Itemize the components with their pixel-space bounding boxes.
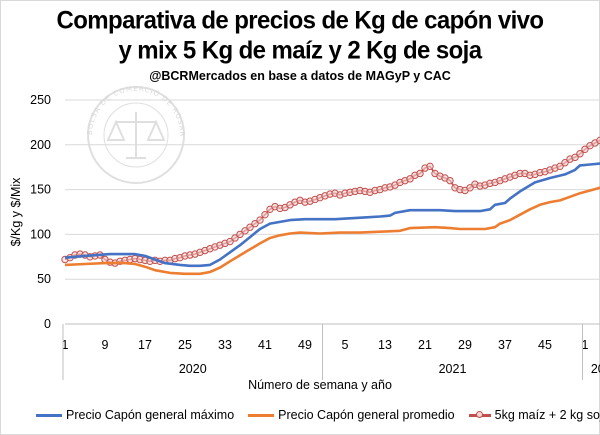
year-label-2021: 2021 [439,362,467,376]
x-tick-label-13: 1 [582,338,589,352]
year-label-2022: 2022 [591,362,600,376]
x-tick-label-7: 5 [342,338,349,352]
x-tick-label-4: 33 [218,338,232,352]
x-tick-label-10: 29 [458,338,472,352]
chart-title-line-2: y mix 5 Kg de maíz y 2 Kg de soja [118,36,482,65]
chart-title-line-1: Comparativa de precios de Kg de capón vi… [56,6,545,35]
series-marker-2-77 [446,176,454,185]
x-tick-label-6: 49 [298,338,312,352]
series-marker-2-33 [226,237,234,246]
x-tick-label-2: 17 [138,338,152,352]
x-tick-label-9: 21 [418,338,432,352]
chart-legend: Precio Capón general máximo Precio Capón… [36,408,600,422]
series-marker-2-103 [576,150,584,158]
x-tick-label-0: 1 [62,338,69,352]
x-tick-label-3: 25 [178,338,192,352]
legend-item-avg: Precio Capón general promedio [248,408,455,422]
series-marker-2-38 [251,219,259,228]
y-tick-label-250: 250 [30,93,51,107]
legend-label-max: Precio Capón general máximo [66,408,235,422]
x-axis-label: Número de semana y año [248,378,392,392]
series-marker-2-34 [231,234,239,242]
y-axis-ticks: 0 50 100 150 200 250 [30,93,51,331]
series-marker-2-40 [261,210,269,219]
legend-swatch-blue [36,413,62,417]
y-tick-label-100: 100 [30,227,51,241]
series-line-0 [64,162,600,268]
watermark-text: BOLSA DE COMERCIO DE ROSARIO [0,0,185,138]
y-axis-label: $/Kg y $/Mix [9,177,23,247]
x-tick-label-1: 9 [102,338,109,352]
series-marker-2-73 [426,162,434,171]
x-tick-label-5: 41 [258,338,272,352]
watermark-seal: BOLSA DE COMERCIO DE ROSARIO [0,0,186,184]
x-tick-label-12: 45 [538,338,552,352]
legend-label-avg: Precio Capón general promedio [278,408,455,422]
legend-label-mix: 5kg maíz + 2 kg soja [494,408,600,422]
series-marker-2-35 [236,230,244,239]
legend-item-mix: 5kg maíz + 2 kg soja [468,408,600,422]
series-marker-2-36 [241,227,249,235]
x-tick-label-11: 37 [498,338,512,352]
x-tick-label-8: 13 [378,338,392,352]
series-line-1 [64,186,600,276]
y-tick-label-0: 0 [44,317,51,331]
series-marker-2-81 [466,184,474,192]
y-tick-label-50: 50 [37,272,51,286]
series-marker-2-102 [571,153,579,162]
gridlines [65,99,600,325]
legend-swatch-mix [468,410,491,418]
legend-swatch-orange [248,413,275,417]
series-marker-2-71 [416,169,424,178]
year-label-2020: 2020 [179,362,207,376]
series-marker-2-37 [246,223,254,231]
x-axis: 1 9 17 25 33 41 49 5 13 21 29 37 45 1 2020 2021 2022 [62,324,600,380]
y-tick-label-150: 150 [30,183,51,197]
series-marker-2-99 [556,162,564,171]
series-marker-2-104 [581,145,589,153]
series-marker-2-69 [406,175,414,183]
series-marker-2-100 [561,159,569,167]
series-marker-2-39 [256,216,264,224]
y-tick-label-200: 200 [30,138,51,152]
legend-item-max: Precio Capón general máximo [36,408,234,422]
series-lines [61,136,600,276]
chart-subtitle: @BCRMercados en base a datos de MAGyP y … [149,69,451,83]
svg-text:BOLSA DE COMERCIO DE ROSARIO: BOLSA DE COMERCIO DE ROSARIO [0,0,186,138]
